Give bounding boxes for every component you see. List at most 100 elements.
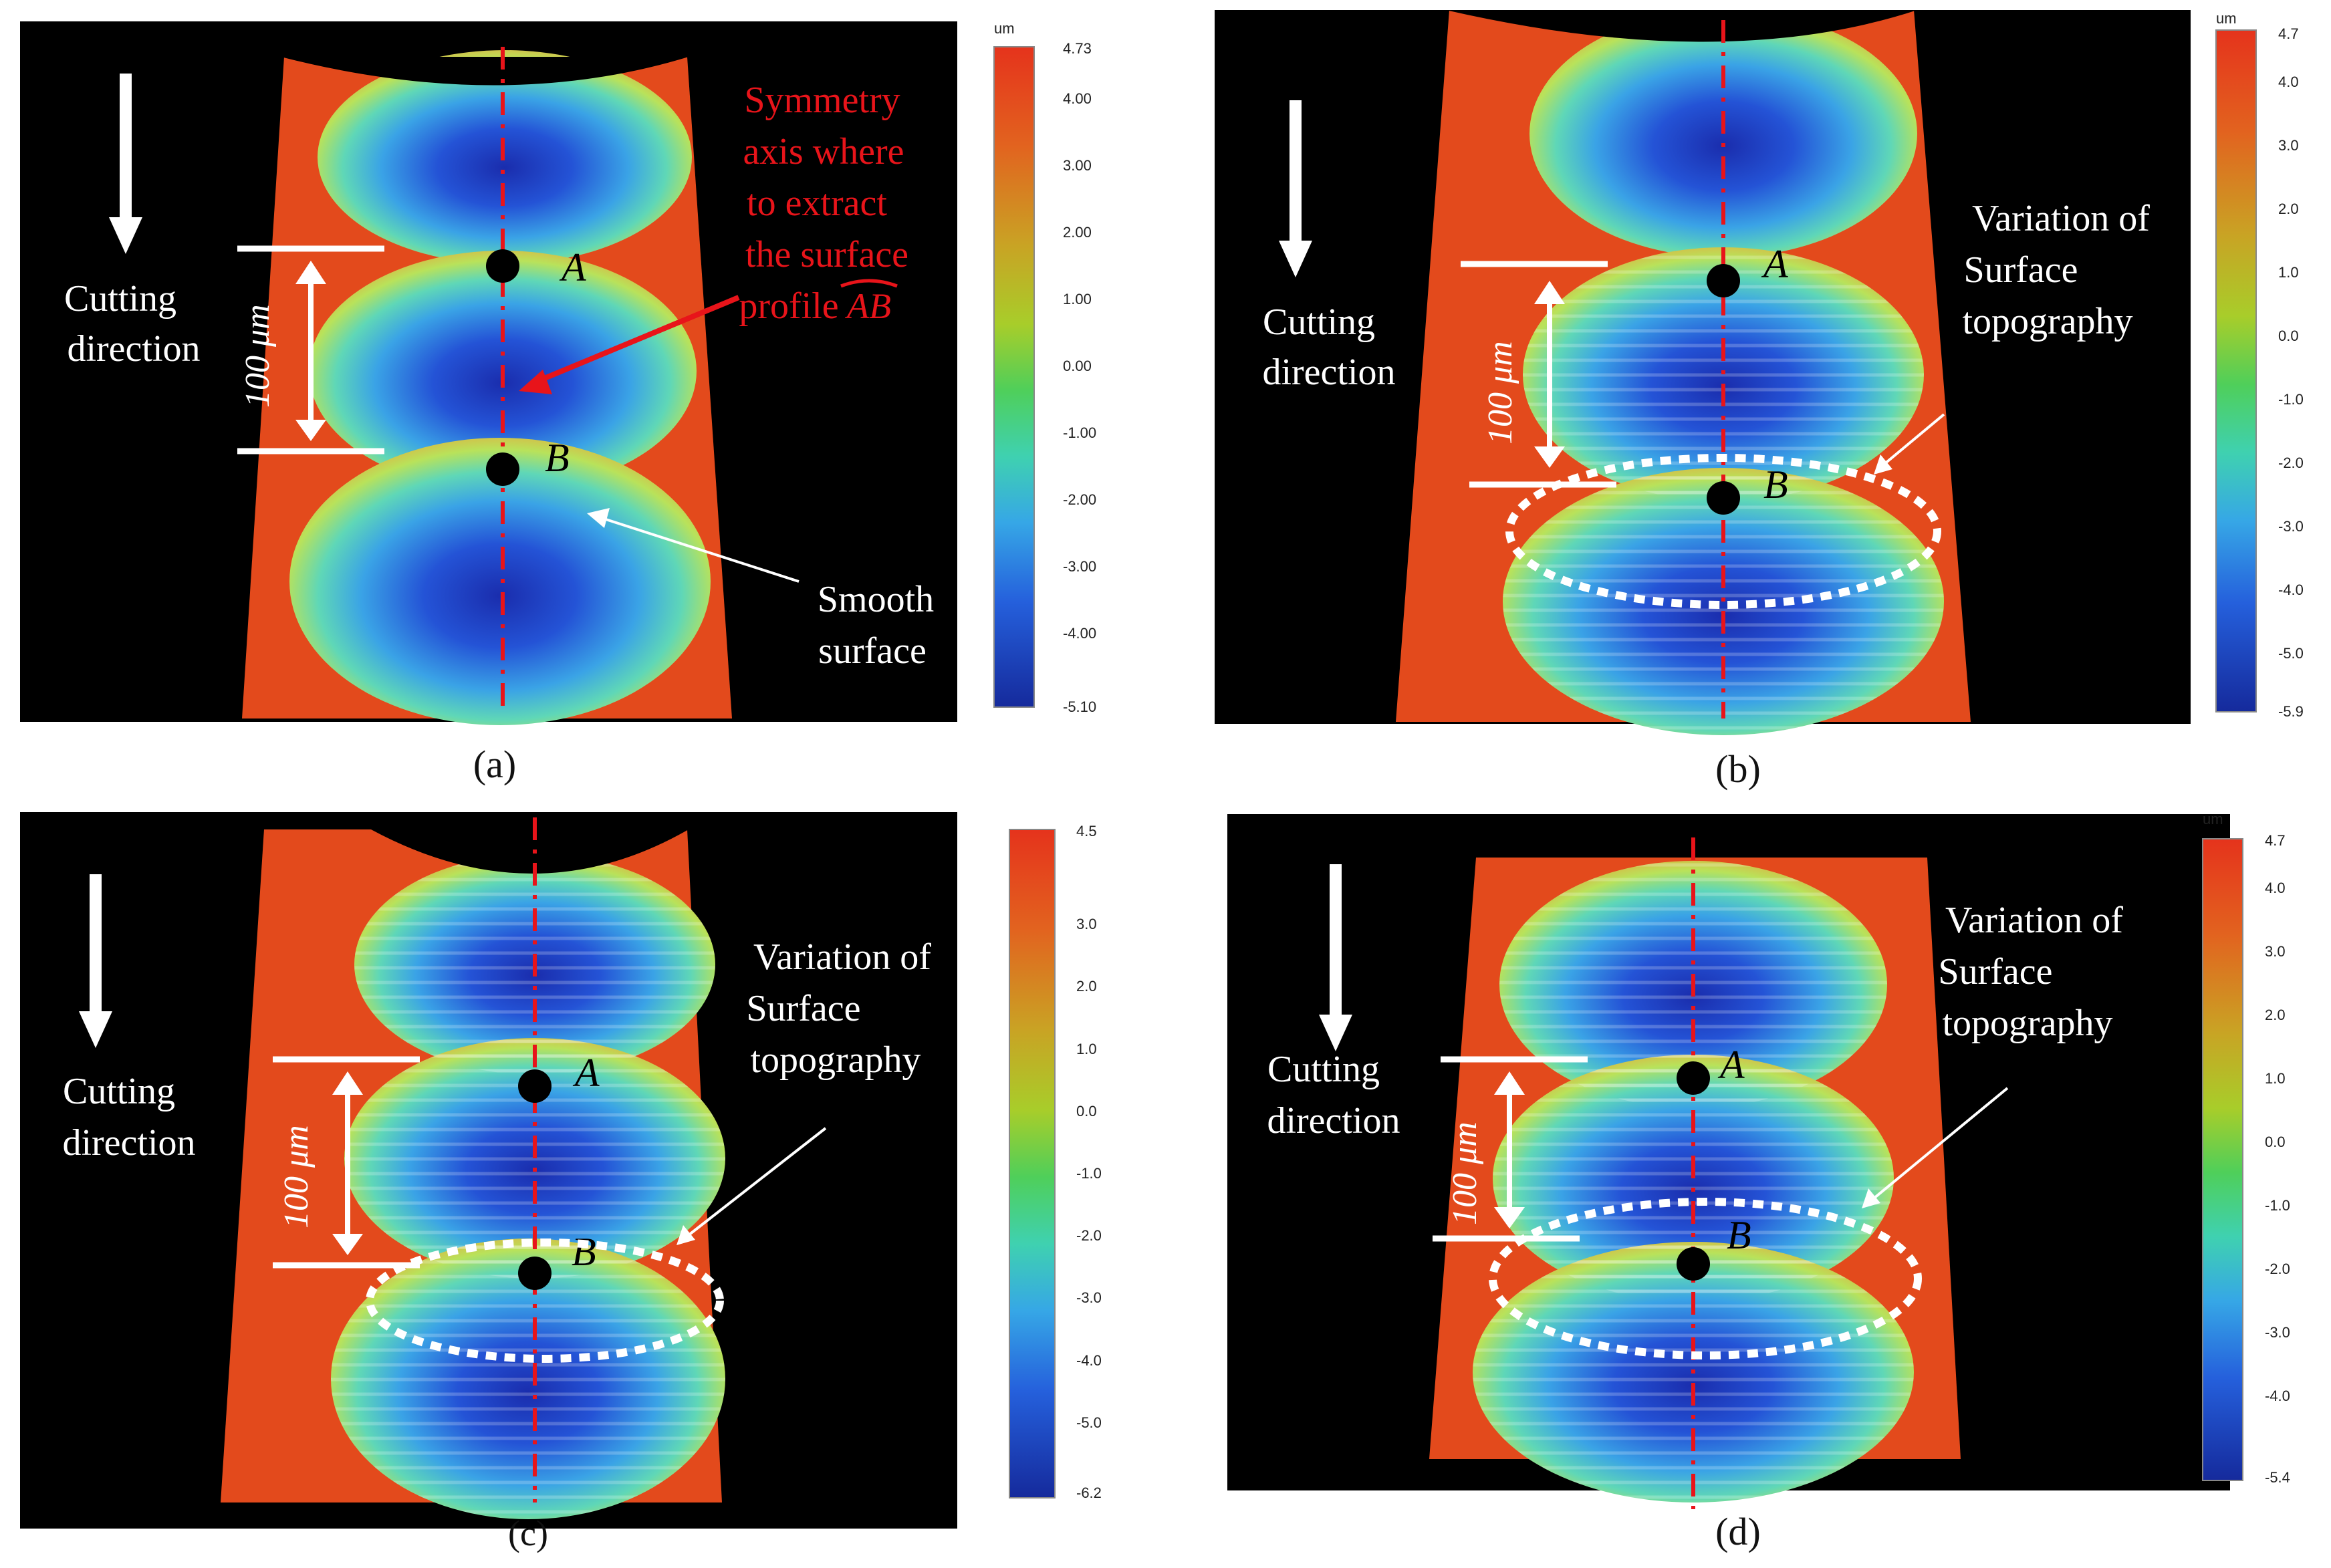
scale-label: 100 μm (239, 304, 277, 408)
tick: -2.0 (2278, 454, 2304, 471)
panel-a: Cutting direction 100 μm A B Symmetry ax… (0, 0, 1165, 786)
point-a-dot (1677, 1061, 1710, 1095)
annotation-line-5: profile (739, 285, 838, 327)
variation-label-2: Surface (746, 988, 860, 1029)
cutting-label-1: Cutting (1263, 301, 1375, 343)
scale-arrow-head-down (295, 420, 326, 441)
annotation-arrow (533, 295, 740, 385)
point-b-dot (518, 1257, 551, 1290)
scale-label: 100 μm (277, 1125, 316, 1228)
point-a-label: A (559, 245, 586, 289)
variation-arrow-head (677, 1225, 695, 1245)
tick: 4.73 (1063, 40, 1092, 57)
tick: 3.0 (1076, 916, 1097, 932)
point-a-dot (518, 1069, 551, 1103)
cutting-label-2: direction (1262, 352, 1395, 393)
colorbar-ticks: 4.7 4.0 3.0 2.0 1.0 0.0 -1.0 -2.0 -3.0 -… (2265, 832, 2290, 1486)
panel-d: Cutting direction 100 μm A B Variation o… (1165, 784, 2331, 1568)
annotation-line-2: axis where (743, 131, 904, 172)
tick: -2.0 (1076, 1227, 1102, 1244)
colorbar (2202, 838, 2243, 1481)
variation-label-1: Variation of (753, 936, 931, 978)
tick: 4.0 (2265, 880, 2286, 896)
smooth-label-1: Smooth (818, 579, 934, 620)
point-b-dot (1677, 1247, 1710, 1281)
variation-arrow (1872, 1087, 2009, 1200)
point-a-dot (486, 249, 519, 283)
tick: -1.0 (2265, 1197, 2290, 1214)
tick: 4.5 (1076, 823, 1097, 839)
smooth-label-2: surface (818, 630, 927, 672)
scale-arrow-head-up (332, 1071, 363, 1095)
cutting-arrow-head (1319, 1015, 1352, 1051)
tick: -5.4 (2265, 1469, 2290, 1486)
tick: -1.0 (1076, 1165, 1102, 1182)
tick: -6.2 (1076, 1484, 1102, 1501)
point-b-label: B (545, 436, 570, 480)
colorbar-unit: um (2216, 10, 2237, 27)
scale-arrow-head-down (332, 1234, 363, 1255)
tick: 2.0 (1076, 978, 1097, 995)
tick: -1.0 (2278, 391, 2304, 408)
point-b-dot (486, 452, 519, 486)
point-b-dot (1707, 481, 1740, 515)
tick: -3.0 (1076, 1289, 1102, 1306)
annotation-line-4: the surface (745, 234, 908, 275)
annotation-line-1: Symmetry (744, 80, 900, 121)
colorbar-ticks: 4.7 4.0 3.0 2.0 1.0 0.0 -1.0 -2.0 -3.0 -… (2278, 25, 2304, 720)
tick: 3.0 (2265, 943, 2286, 960)
colorbar-unit: um (2203, 811, 2223, 827)
caption-b: (b) (1715, 747, 1761, 791)
caption-d: (d) (1715, 1510, 1761, 1553)
colorbar (2215, 29, 2257, 712)
tick: -2.0 (2265, 1261, 2290, 1277)
point-a-label: A (1717, 1043, 1745, 1087)
cutting-arrow-head (1279, 241, 1312, 277)
tick: 2.0 (2278, 201, 2299, 217)
cutting-label-2: direction (1267, 1100, 1400, 1142)
colorbar-ticks: 4.5 3.0 2.0 1.0 0.0 -1.0 -2.0 -3.0 -4.0 … (1076, 823, 1102, 1501)
variation-ellipse (1489, 1198, 1922, 1359)
cutting-arrow-head (109, 217, 142, 254)
scale-arrow-head-up (295, 261, 326, 284)
variation-arrow (1882, 413, 1945, 466)
tick: -1.00 (1063, 424, 1096, 441)
point-b-label: B (1727, 1213, 1751, 1257)
tick: 1.0 (2265, 1070, 2286, 1087)
annotation-arrow-head (519, 370, 552, 394)
smooth-arrow-head (587, 508, 610, 528)
point-a-dot (1707, 264, 1740, 297)
profile-arc-mark (840, 279, 898, 288)
tick: -3.00 (1063, 558, 1096, 575)
tick: -3.0 (2265, 1324, 2290, 1341)
variation-arrow-head (1862, 1188, 1880, 1208)
tick: -3.0 (2278, 518, 2304, 535)
cutting-label-1: Cutting (63, 1071, 175, 1112)
tick: 1.00 (1063, 291, 1092, 307)
tick: -4.0 (2278, 581, 2304, 598)
scale-arrow-head-down (1494, 1207, 1525, 1228)
variation-arrow (687, 1127, 827, 1236)
scale-arrow-head-up (1534, 281, 1565, 304)
tick: -5.9 (2278, 703, 2304, 720)
tick: 1.0 (2278, 264, 2299, 281)
point-a-label: A (1761, 242, 1788, 286)
panel-a-image: Cutting direction 100 μm A B Symmetry ax… (20, 20, 1096, 725)
top-notch (281, 57, 689, 86)
top-notch (1446, 10, 1917, 42)
panel-c: Cutting direction 100 μm A B Variation o… (0, 784, 1165, 1568)
variation-label-3: topography (1962, 301, 2132, 342)
tick: -2.00 (1063, 491, 1096, 508)
tick: 1.0 (1076, 1041, 1097, 1057)
cutting-label-1: Cutting (64, 278, 176, 319)
tick: 4.0 (2278, 74, 2299, 90)
variation-label-2: Surface (1963, 249, 2078, 291)
tick: 4.00 (1063, 90, 1092, 107)
tick: 0.00 (1063, 358, 1092, 374)
tick: -4.0 (2265, 1388, 2290, 1404)
annotation-line-3: to extract (747, 182, 887, 224)
smooth-arrow (601, 517, 800, 583)
tick: 2.00 (1063, 224, 1092, 241)
panel-b-image: Cutting direction 100 μm A B Variation o… (1215, 10, 2304, 735)
variation-label-3: topography (750, 1039, 921, 1081)
